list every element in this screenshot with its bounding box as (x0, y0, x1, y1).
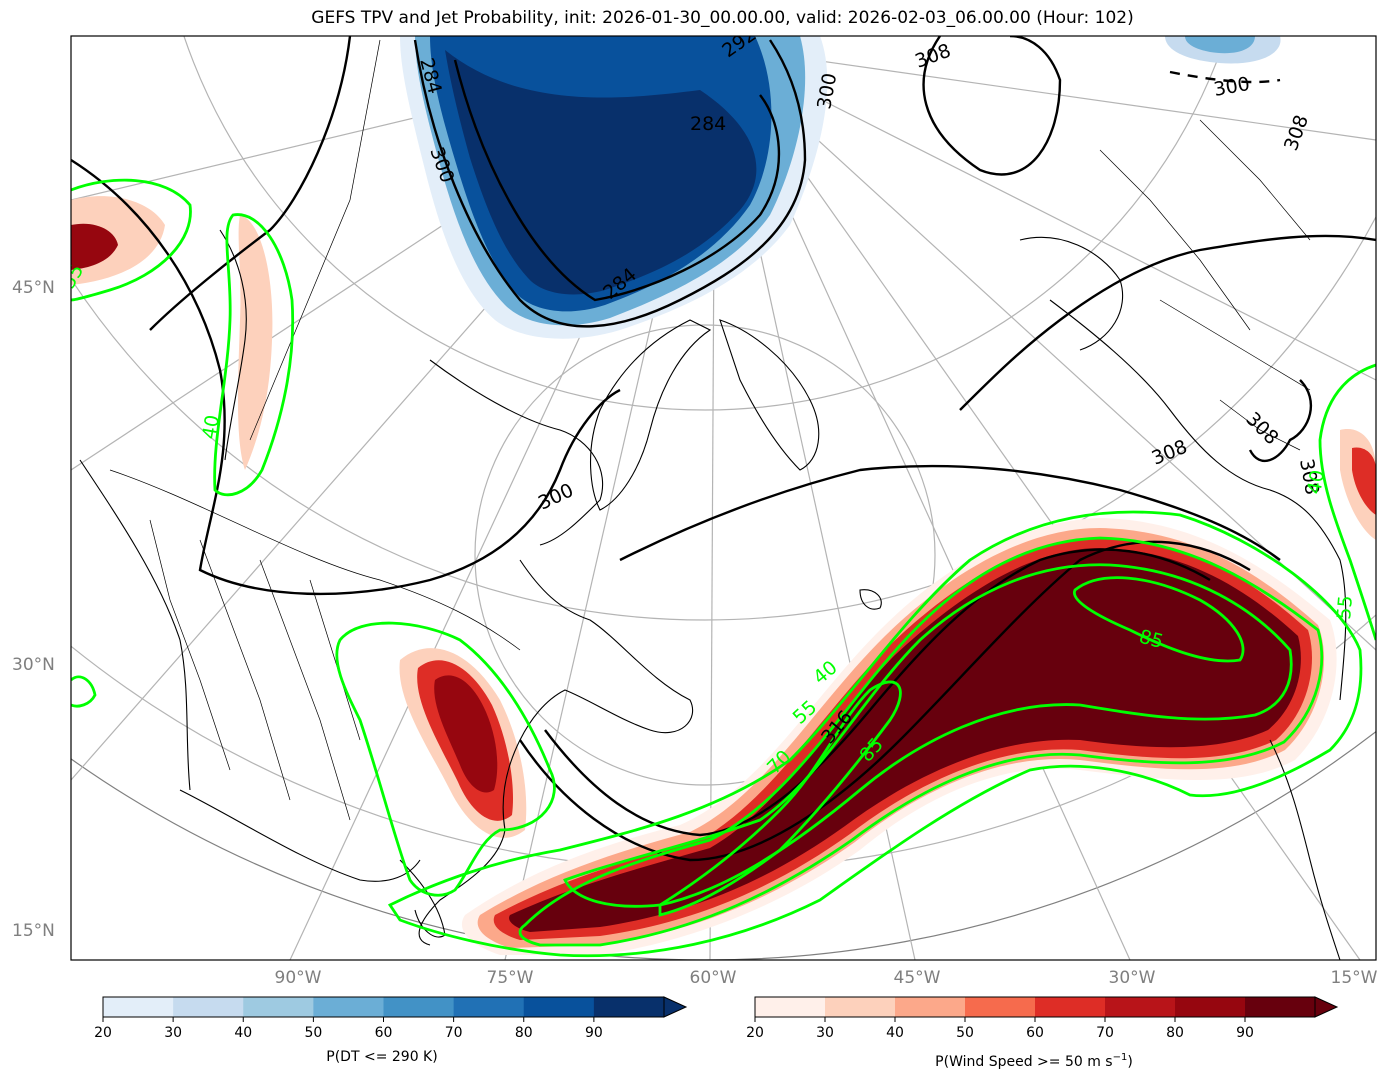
alaska-coast (219, 229, 247, 461)
lat-label-30n: 30°N (12, 655, 55, 675)
gulf-coast (179, 789, 421, 882)
colorbar-tpv-tick-label: 50 (304, 1025, 322, 1041)
colorbar-jet-swatch (965, 997, 1036, 1017)
colorbar-tpv: 20 30 40 50 60 70 80 90 (94, 996, 688, 1041)
colorbar-jet-swatch (895, 997, 966, 1017)
colorbar-tpv-swatch (103, 997, 174, 1017)
lat-label-15n: 15°N (12, 921, 55, 941)
colorbar-tpv-swatch (523, 997, 595, 1017)
jet-contour-40-bc (213, 213, 295, 497)
jet-shade-90 (509, 548, 1301, 932)
colorbar-tpv-swatch (383, 997, 455, 1017)
theta-contour-300 (71, 158, 621, 596)
iceland-coast (859, 589, 882, 610)
colorbar-jet-label: P(Wind Speed >= 50 m s−1) (935, 1052, 1133, 1070)
longitude-labels: 90°W 75°W 60°W 45°W 30°W 15°W (275, 968, 1378, 988)
colorbar-jet-tick-label: 30 (816, 1025, 834, 1041)
colorbar-jet-tick-label: 20 (746, 1025, 764, 1041)
lon-label-30w: 30°W (1109, 968, 1156, 988)
colorbar-jet: 20 30 40 50 60 70 80 90 (746, 996, 1339, 1041)
colorbar-tpv-swatch (453, 997, 525, 1017)
figure-title: GEFS TPV and Jet Probability, init: 2026… (311, 8, 1134, 28)
colorbar-jet-tick-label: 50 (956, 1025, 974, 1041)
west-coast (79, 459, 191, 791)
coastlines (79, 229, 1347, 960)
theta-contours (71, 36, 1376, 862)
tpv-probability-shading (400, 36, 1281, 339)
jet-contour-55-sw (71, 675, 97, 708)
theta-contour-300-dash (1169, 70, 1281, 84)
colorbar-jet-tick-label: 90 (1236, 1025, 1254, 1041)
tpv-shade-90 (445, 50, 757, 295)
theta-contour-292 (413, 39, 807, 328)
jet-contour-40-pac (71, 178, 192, 302)
north-america-east-coast (418, 559, 694, 946)
theta-contour-308-ne (959, 234, 1376, 411)
colorbar-jet-tick-label: 70 (1096, 1025, 1114, 1041)
jet-contour-70 (563, 563, 1293, 908)
colorbar-tpv-extend-arrow (663, 996, 688, 1018)
colorbar-tpv-swatch (593, 997, 665, 1017)
latitude-labels: 45°N 30°N 15°N (12, 278, 55, 941)
theta-contour-284 (453, 59, 781, 302)
theta-contour-316 (544, 548, 1211, 837)
theta-label-284-a: 284 (690, 113, 726, 135)
colorbar-jet-swatch (1105, 997, 1176, 1017)
colorbar-jet-tick-label: 60 (1026, 1025, 1044, 1041)
colorbar-tpv-tick-label: 90 (585, 1025, 603, 1041)
colorbar-tpv-tick-label: 80 (515, 1025, 533, 1041)
colorbar-jet-swatch (1245, 997, 1316, 1017)
political-borders (109, 39, 1311, 821)
lon-label-60w: 60°W (690, 968, 737, 988)
jet-contour-85-a (658, 680, 902, 917)
lon-label-75w: 75°W (487, 968, 534, 988)
map-panel: 284 292 300 308 300 308 284 300 308 284 … (71, 36, 1376, 960)
jet-label-40-eu: 40 (1303, 468, 1329, 496)
jet-contour-55 (518, 536, 1324, 947)
jet-contour-85-b (1073, 576, 1245, 663)
europe-coast (1049, 299, 1347, 701)
colorbar-jet-tick-label: 80 (1166, 1025, 1184, 1041)
lon-label-90w: 90°W (275, 968, 322, 988)
colorbar-jet-swatch (755, 997, 826, 1017)
colorbar-jet-swatch (1035, 997, 1106, 1017)
canada-arctic (429, 359, 604, 546)
lon-label-45w: 45°W (894, 968, 941, 988)
jet-contour-40-main (387, 510, 1363, 958)
jet-shade-gulf-90 (434, 675, 498, 793)
colorbar-tpv-label: P(DT <= 290 K) (326, 1049, 437, 1065)
jet-shade-pac-90 (71, 223, 118, 270)
colorbar-tpv-tick-label: 30 (164, 1025, 182, 1041)
jet-contour-40-gulf (335, 621, 556, 897)
greenland-east-coast (719, 319, 820, 471)
colorbar-jet-extend-arrow (1314, 996, 1339, 1018)
theta-contour-308-blob (1248, 379, 1313, 462)
colorbar-tpv-tick-label: 20 (94, 1025, 112, 1041)
colorbar-jet-swatch (825, 997, 896, 1017)
jet-label-55-eu: 55 (1333, 594, 1357, 620)
theta-contour-300-north (149, 36, 352, 331)
theta-contour-300-europe (922, 36, 1062, 176)
colorbar-tpv-tick-label: 70 (445, 1025, 463, 1041)
jet-shade-eu-60 (1352, 447, 1376, 515)
map-frame (70, 35, 1377, 961)
colorbar-tpv-swatch (173, 997, 244, 1017)
jet-label-40-bc: 40 (198, 413, 224, 441)
lon-label-15w: 15°W (1331, 968, 1378, 988)
colorbar-tpv-swatch (313, 997, 384, 1017)
theta-contour-308-upper (619, 464, 1281, 562)
greenland-coast (589, 319, 712, 511)
jet-contour-40-eu (1318, 363, 1376, 641)
theta-contour-308 (519, 540, 1251, 862)
colorbar-tpv-swatch (243, 997, 314, 1017)
lat-label-45n: 45°N (12, 278, 55, 298)
colorbar-jet-swatch (1175, 997, 1246, 1017)
colorbar-jet-tick-label: 40 (886, 1025, 904, 1041)
colorbar-tpv-tick-label: 60 (375, 1025, 393, 1041)
colorbar-tpv-tick-label: 40 (234, 1025, 252, 1041)
jet-contours (71, 178, 1376, 958)
tpv-shade-ne-50 (1185, 36, 1255, 54)
